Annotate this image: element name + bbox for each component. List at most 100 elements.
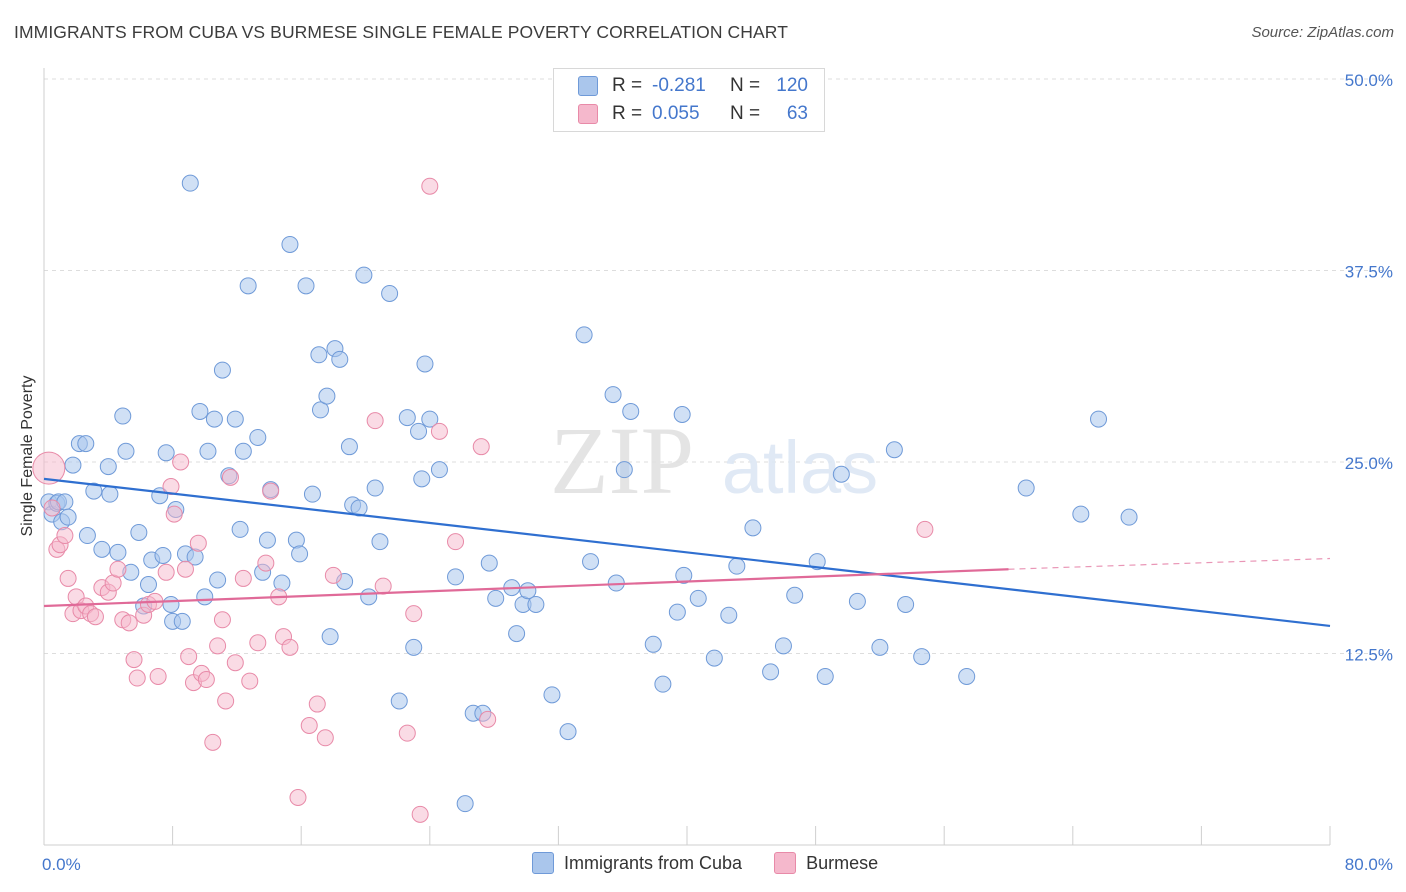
legend-swatch-burmese [774,852,797,874]
data-point-cuba [848,592,866,610]
data-point-cuba [209,571,227,589]
trend-line-burmese-extension [1008,557,1331,570]
data-point-cuba [205,410,223,428]
data-point-cuba [85,482,103,500]
data-point-cuba [157,444,175,462]
data-point-cuba [117,442,135,460]
legend-label-burmese: Burmese [806,852,879,873]
data-point-cuba [897,595,915,613]
data-point-cuba [405,638,423,656]
data-point-cuba [360,588,378,606]
legend-r-label: R = [612,103,643,124]
data-point-cuba [191,402,209,420]
data-point-cuba [410,422,428,440]
data-point-cuba [885,441,903,459]
data-point-cuba [604,386,622,404]
data-point-cuba [1120,508,1138,526]
data-point-cuba [668,603,686,621]
data-point-cuba [162,595,180,613]
data-point-cuba [234,442,252,460]
data-point-cuba [77,435,95,453]
data-point-cuba [487,589,505,607]
data-point-burmese [221,468,239,486]
data-point-burmese [56,527,74,545]
gridlines [44,78,1395,654]
data-point-burmese [405,605,423,623]
data-point-burmese [217,692,235,710]
data-point-cuba [808,553,826,571]
data-point-cuba [832,465,850,483]
data-point-cuba [390,692,408,710]
data-point-cuba [654,675,672,693]
legend-label-cuba: Immigrants from Cuba [564,852,743,873]
data-point-burmese [165,505,183,523]
data-point-cuba [318,387,336,405]
legend-swatch-burmese [578,104,598,124]
data-point-burmese [257,554,275,572]
data-point-burmese [241,672,259,690]
data-point-cuba [64,456,82,474]
data-point-cuba [59,508,77,526]
data-point-cuba [508,625,526,643]
y-tick-label: 25.0% [1345,454,1393,473]
data-point-cuba [273,574,291,592]
data-point-cuba [720,606,738,624]
data-point-cuba [258,531,276,549]
data-point-cuba [114,407,132,425]
data-point-cuba [355,266,373,284]
data-point-cuba [1017,479,1035,497]
legend-n-label: N = [730,103,761,124]
data-point-cuba [99,458,117,476]
legend-row-cuba: R = -0.281 N = 120 [578,73,808,99]
data-point-cuba [871,638,889,656]
trend-line-cuba [43,477,1331,628]
data-point-burmese [157,563,175,581]
data-point-burmese [316,729,334,747]
data-point-cuba [644,635,662,653]
data-point-cuba [673,406,691,424]
legend-item-burmese[interactable]: Burmese [774,852,878,874]
data-point-cuba [297,277,315,295]
data-point-burmese [366,412,384,430]
watermark: ZIP atlas [550,407,878,514]
data-point-cuba [416,355,434,373]
data-point-cuba [139,576,157,594]
stats-legend: R = -0.281 N = 120 R = 0.055 N = 63 [553,68,825,132]
data-point-burmese [43,499,61,517]
data-point-cuba [321,628,339,646]
legend-item-cuba[interactable]: Immigrants from Cuba [532,852,742,874]
data-point-burmese [234,569,252,587]
data-point-cuba [543,686,561,704]
legend-row-burmese: R = 0.055 N = 63 [578,101,808,127]
watermark-atlas: atlas [722,426,878,509]
series-burmese-points [32,177,934,823]
data-point-burmese [128,669,146,687]
data-point-cuba [239,277,257,295]
legend-r-value-cuba: -0.281 [652,75,706,96]
data-point-burmese [213,611,231,629]
data-point-cuba [480,554,498,572]
data-point-cuba [381,284,399,302]
data-point-burmese [209,637,227,655]
data-point-burmese [374,577,392,595]
data-point-burmese [172,453,190,471]
data-point-cuba [913,648,931,666]
data-point-cuba [366,479,384,497]
data-point-cuba [331,350,349,368]
data-point-cuba [705,649,723,667]
data-point-cuba [231,520,249,538]
data-point-burmese [125,651,143,669]
data-point-burmese [162,478,180,496]
y-tick-label: 12.5% [1345,646,1393,665]
data-point-cuba [786,586,804,604]
data-point-burmese [226,654,244,672]
data-point-cuba [287,531,305,549]
data-point-burmese [300,717,318,735]
data-point-cuba [728,557,746,575]
data-point-burmese [411,805,429,823]
data-point-burmese [86,608,104,626]
data-point-burmese [289,789,307,807]
legend-n-value-burmese: 63 [786,103,808,124]
data-point-cuba [199,442,217,460]
